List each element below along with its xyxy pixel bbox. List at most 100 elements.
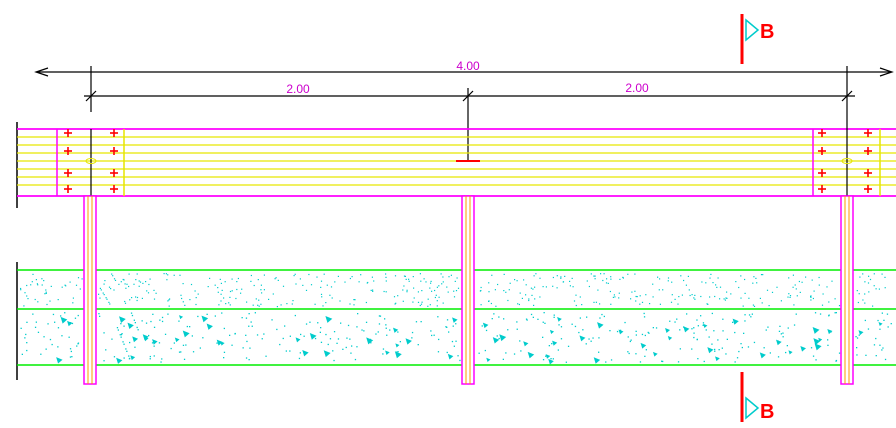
concrete-dot <box>610 276 612 278</box>
concrete-dot <box>26 321 28 323</box>
concrete-aggregate <box>683 326 690 333</box>
concrete-dot <box>179 274 181 276</box>
concrete-dot <box>122 278 124 281</box>
concrete-dot <box>627 351 629 353</box>
concrete-dot <box>769 352 771 354</box>
concrete-dot <box>31 281 33 283</box>
concrete-dot <box>272 293 274 295</box>
concrete-dot <box>691 328 693 330</box>
concrete-dot <box>134 346 136 348</box>
concrete-aggregate <box>707 347 714 354</box>
concrete-dot <box>234 333 236 335</box>
concrete-dot <box>635 295 637 298</box>
concrete-dot <box>453 296 456 298</box>
concrete-dot <box>382 353 384 355</box>
concrete-dot <box>223 327 225 330</box>
concrete-dot <box>109 303 111 305</box>
concrete-dot <box>151 342 154 344</box>
section-mark-top <box>740 14 760 64</box>
concrete-dot <box>562 281 564 283</box>
concrete-dot <box>838 305 841 307</box>
concrete-dot <box>480 286 482 289</box>
concrete-dot <box>495 305 497 307</box>
concrete-dot <box>571 277 573 279</box>
concrete-dot <box>430 282 432 284</box>
concrete-dot <box>835 312 837 314</box>
concrete-dot <box>881 349 883 351</box>
concrete-dot <box>643 316 646 318</box>
concrete-dot <box>528 298 530 300</box>
concrete-dot <box>141 297 143 299</box>
concrete-aggregate <box>486 357 491 363</box>
concrete-dot <box>429 287 431 289</box>
concrete-dot <box>99 297 101 299</box>
concrete-dot <box>719 298 721 300</box>
concrete-dot <box>295 283 297 285</box>
concrete-dot <box>753 305 756 307</box>
concrete-dot <box>723 298 725 300</box>
concrete-dot <box>246 340 248 343</box>
concrete-dot <box>245 317 248 319</box>
concrete-dot <box>251 325 253 327</box>
concrete-dot <box>302 284 304 286</box>
concrete-aggregate <box>447 353 454 360</box>
concrete-dot <box>655 327 658 329</box>
concrete-dot <box>662 360 664 363</box>
concrete-dot <box>50 285 52 287</box>
concrete-dot <box>303 335 305 337</box>
concrete-dot <box>644 355 646 357</box>
concrete-aggregate <box>665 328 671 333</box>
concrete-dot <box>32 273 34 275</box>
concrete-dot <box>533 275 535 277</box>
concrete-dot <box>120 334 123 336</box>
concrete-dot <box>717 339 719 341</box>
concrete-dot <box>168 299 170 301</box>
concrete-dot <box>592 337 594 339</box>
concrete-dot <box>128 285 130 288</box>
concrete-dot <box>744 278 746 281</box>
concrete-dot <box>571 323 573 325</box>
concrete-dot <box>738 350 740 353</box>
concrete-dot <box>121 333 123 335</box>
concrete-dot <box>147 292 150 294</box>
concrete-dot <box>724 299 726 301</box>
concrete-dot <box>560 276 562 278</box>
concrete-dot <box>497 283 499 286</box>
concrete-dot <box>652 327 654 329</box>
concrete-dot <box>153 326 156 328</box>
concrete-dot <box>249 347 251 349</box>
concrete-dot <box>792 274 794 276</box>
concrete-dot <box>415 321 418 323</box>
concrete-dot <box>289 350 291 352</box>
concrete-dot <box>167 300 169 302</box>
concrete-dot <box>442 281 444 283</box>
concrete-dot <box>759 297 761 299</box>
concrete-dot <box>43 280 45 282</box>
concrete-dot <box>669 320 671 322</box>
concrete-dot <box>257 304 259 306</box>
concrete-dot <box>333 359 335 362</box>
concrete-dot <box>108 286 111 288</box>
concrete-dot <box>856 290 858 292</box>
concrete-dot <box>173 274 175 276</box>
concrete-dot <box>411 331 414 334</box>
concrete-dot <box>116 327 119 329</box>
concrete-aggregate <box>130 355 136 361</box>
concrete-dot <box>32 313 34 315</box>
concrete-dot <box>57 299 59 301</box>
bolts-left <box>64 129 118 193</box>
concrete-dot <box>819 313 822 315</box>
concrete-dot <box>120 336 122 338</box>
concrete-dot <box>644 334 646 337</box>
concrete-dot <box>438 338 440 341</box>
concrete-dot <box>436 286 438 288</box>
concrete-dot <box>603 315 605 318</box>
concrete-dot <box>534 286 536 288</box>
concrete-dot <box>715 284 717 286</box>
concrete-dot <box>57 327 60 329</box>
concrete-dot <box>397 331 399 333</box>
concrete-dot <box>446 286 448 288</box>
concrete-dot <box>630 298 632 300</box>
concrete-dot <box>360 274 362 276</box>
concrete-dot <box>123 279 125 281</box>
